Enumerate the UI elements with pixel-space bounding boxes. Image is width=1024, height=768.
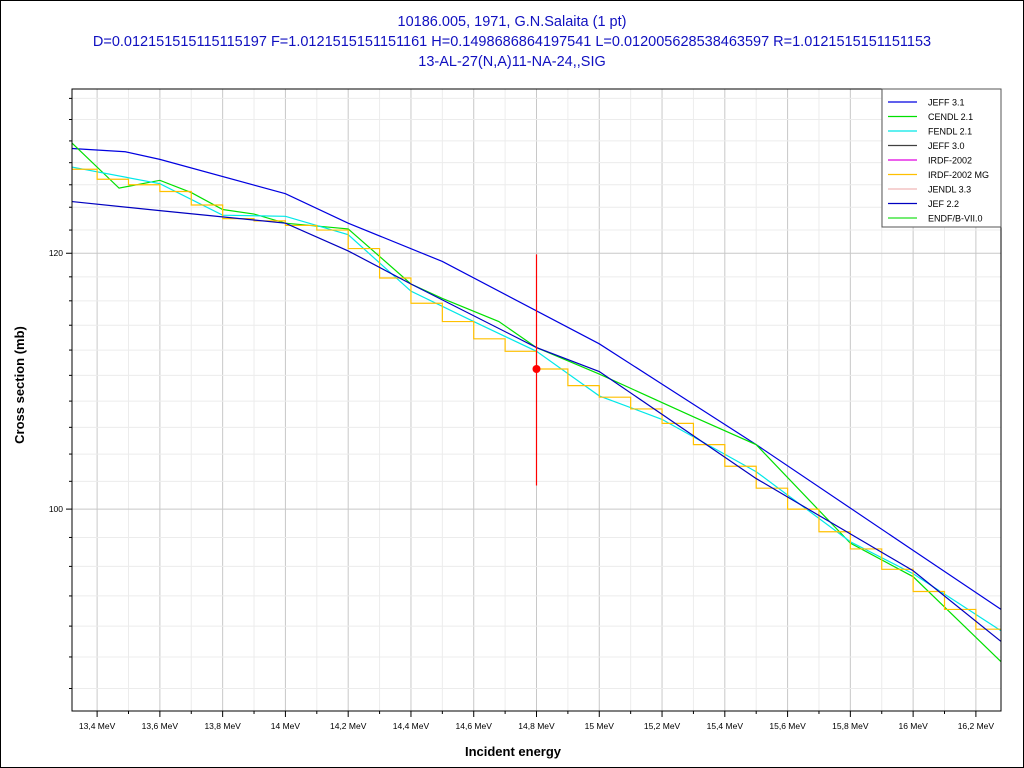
x-tick-label: 14,6 MeV bbox=[456, 721, 493, 731]
legend-label: JEFF 3.0 bbox=[928, 141, 965, 151]
x-tick-label: 14,8 MeV bbox=[518, 721, 555, 731]
x-tick-label: 15 MeV bbox=[585, 721, 615, 731]
legend-label: ENDF/B-VII.0 bbox=[928, 214, 983, 224]
legend-label: JEF 2.2 bbox=[928, 199, 959, 209]
legend-label: IRDF-2002 MG bbox=[928, 170, 989, 180]
series-line-cendl-2-1 bbox=[71, 142, 1002, 663]
x-axis-label: Incident energy bbox=[465, 744, 562, 759]
x-tick-label: 14,4 MeV bbox=[393, 721, 430, 731]
x-tick-label: 14,2 MeV bbox=[330, 721, 367, 731]
x-tick-label: 15,2 MeV bbox=[644, 721, 681, 731]
chart-title-line3: 13-AL-27(N,A)11-NA-24,,SIG bbox=[418, 54, 606, 70]
legend-label: CENDL 2.1 bbox=[928, 112, 973, 122]
series-line-jef-2-2 bbox=[71, 200, 1002, 642]
x-tick-label: 15,8 MeV bbox=[832, 721, 869, 731]
data-point bbox=[532, 364, 541, 373]
x-tick-label: 13,6 MeV bbox=[142, 721, 179, 731]
chart-title-line1: 10186.005, 1971, G.N.Salaita (1 pt) bbox=[397, 14, 627, 30]
chart-title-line2: D=0.012151515115115197 F=1.0121515151151… bbox=[92, 34, 932, 50]
series-line-jeff-3-1 bbox=[71, 147, 1002, 610]
y-tick-label: 100 bbox=[49, 504, 63, 514]
x-tick-label: 13,8 MeV bbox=[204, 721, 241, 731]
x-tick-label: 16 MeV bbox=[898, 721, 928, 731]
legend-label: JEFF 3.1 bbox=[928, 98, 965, 108]
x-tick-label: 15,4 MeV bbox=[707, 721, 744, 731]
legend-label: JENDL 3.3 bbox=[928, 185, 971, 195]
plot-frame bbox=[71, 88, 1002, 712]
legend-label: IRDF-2002 bbox=[928, 156, 972, 166]
x-tick-label: 15,6 MeV bbox=[769, 721, 806, 731]
y-tick-label: 120 bbox=[49, 248, 63, 258]
x-tick-label: 16,2 MeV bbox=[958, 721, 995, 731]
series-line-fendl-2-1 bbox=[71, 166, 1002, 632]
legend: JEFF 3.1 CENDL 2.1 FENDL 2.1 JEFF 3.0 IRDF-2… bbox=[881, 88, 1002, 228]
x-tick-label: 13,4 MeV bbox=[79, 721, 116, 731]
x-tick-label: 14 MeV bbox=[271, 721, 301, 731]
y-axis-label: Cross section (mb) bbox=[12, 326, 27, 444]
legend-label: FENDL 2.1 bbox=[928, 127, 972, 137]
